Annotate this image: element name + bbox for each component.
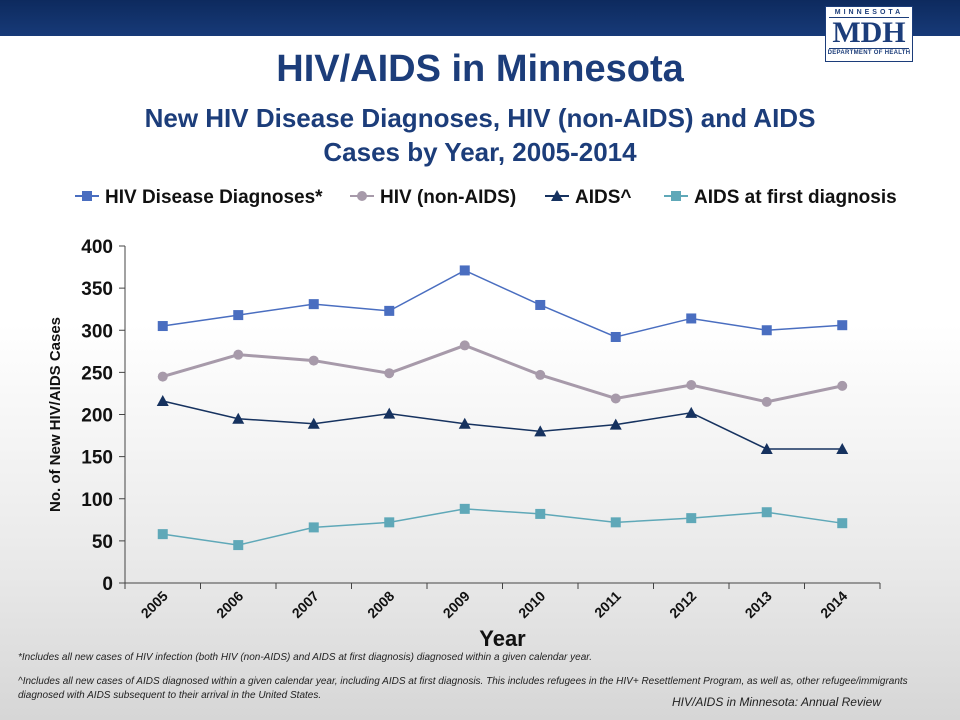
- footnote-aids: ^Includes all new cases of AIDS diagnose…: [18, 676, 908, 701]
- data-point: [837, 518, 848, 529]
- data-point: [686, 380, 697, 391]
- data-point: [157, 371, 168, 382]
- data-point: [610, 393, 621, 404]
- data-point: [307, 417, 320, 429]
- data-point: [761, 325, 772, 336]
- slide-title: HIV/AIDS in Minnesota: [276, 48, 684, 90]
- legend-marker: [671, 191, 681, 201]
- data-point: [761, 507, 772, 518]
- subtitle-line-1: New HIV Disease Diagnoses, HIV (non-AIDS…: [144, 103, 816, 133]
- data-point: [836, 443, 849, 455]
- data-point: [384, 305, 395, 316]
- legend-marker: [82, 191, 92, 201]
- y-tick-label: 150: [81, 448, 113, 469]
- x-tick-label: 2006: [213, 588, 246, 621]
- top-banner: [0, 0, 960, 36]
- y-axis-title: No. of New HIV/AIDS Cases: [47, 317, 64, 512]
- series-line: [162, 508, 843, 546]
- data-point: [761, 396, 772, 407]
- data-point: [760, 443, 773, 455]
- data-point: [609, 418, 622, 430]
- y-tick-label: 100: [81, 490, 113, 511]
- data-point: [535, 299, 546, 310]
- legend-marker: [357, 191, 367, 201]
- data-point: [535, 369, 546, 380]
- y-tick-label: 400: [81, 237, 113, 258]
- x-tick-label: 2007: [289, 588, 322, 621]
- series-line: [162, 400, 843, 450]
- slide-subtitle: New HIV Disease Diagnoses, HIV (non-AIDS…: [0, 101, 960, 169]
- data-point: [458, 417, 471, 429]
- data-point: [156, 395, 169, 407]
- y-tick-label: 0: [102, 574, 113, 595]
- data-point: [686, 513, 697, 524]
- data-point: [383, 407, 396, 419]
- x-tick-label: 2010: [515, 588, 548, 621]
- x-tick-label: 2005: [138, 588, 171, 621]
- data-point: [610, 331, 621, 342]
- data-point: [384, 517, 395, 528]
- data-point: [459, 340, 470, 351]
- legend-label: AIDS at first diagnosis: [694, 187, 897, 208]
- data-point: [384, 368, 395, 379]
- x-tick-label: 2014: [817, 588, 850, 621]
- legend-marker: [551, 190, 563, 201]
- mdh-logo: MINNESOTA MDH DEPARTMENT OF HEALTH: [825, 6, 913, 62]
- y-tick-label: 300: [81, 321, 113, 342]
- y-tick-label: 50: [92, 532, 113, 553]
- logo-department-text: DEPARTMENT OF HEALTH: [827, 50, 911, 56]
- logo-state-text: MINNESOTA: [834, 9, 904, 16]
- data-point: [685, 406, 698, 418]
- legend-label: HIV (non-AIDS): [380, 187, 516, 208]
- legend-label: AIDS^: [575, 187, 632, 208]
- subtitle-line-2: Cases by Year, 2005-2014: [323, 137, 637, 167]
- x-tick-label: 2012: [666, 588, 699, 621]
- data-point: [686, 313, 697, 324]
- logo-mdh-text: MDH: [829, 17, 909, 49]
- legend-label: HIV Disease Diagnoses*: [105, 187, 323, 208]
- x-tick-label: 2013: [742, 588, 775, 621]
- data-point: [157, 321, 168, 332]
- data-point: [308, 522, 319, 533]
- x-tick-label: 2009: [440, 588, 473, 621]
- x-axis-title: Year: [479, 626, 526, 651]
- data-point: [837, 320, 848, 331]
- data-point: [233, 310, 244, 321]
- y-tick-label: 200: [81, 406, 113, 427]
- data-point: [157, 529, 168, 540]
- data-point: [837, 380, 848, 391]
- footnote-hiv-diagnoses: *Includes all new cases of HIV infection…: [18, 652, 592, 663]
- data-point: [232, 412, 245, 424]
- series-line: [162, 343, 843, 404]
- data-point: [459, 265, 470, 276]
- data-point: [233, 540, 244, 551]
- data-point: [308, 299, 319, 310]
- data-point: [308, 355, 319, 366]
- y-tick-label: 250: [81, 363, 113, 384]
- x-tick-label: 2011: [591, 588, 624, 621]
- data-point: [534, 425, 547, 437]
- series-line: [162, 269, 843, 338]
- source-caption: HIV/AIDS in Minnesota: Annual Review: [672, 695, 881, 709]
- y-tick-label: 350: [81, 279, 113, 300]
- data-point: [535, 508, 546, 519]
- data-point: [610, 517, 621, 528]
- data-point: [233, 349, 244, 360]
- data-point: [459, 503, 470, 514]
- x-tick-label: 2008: [364, 588, 397, 621]
